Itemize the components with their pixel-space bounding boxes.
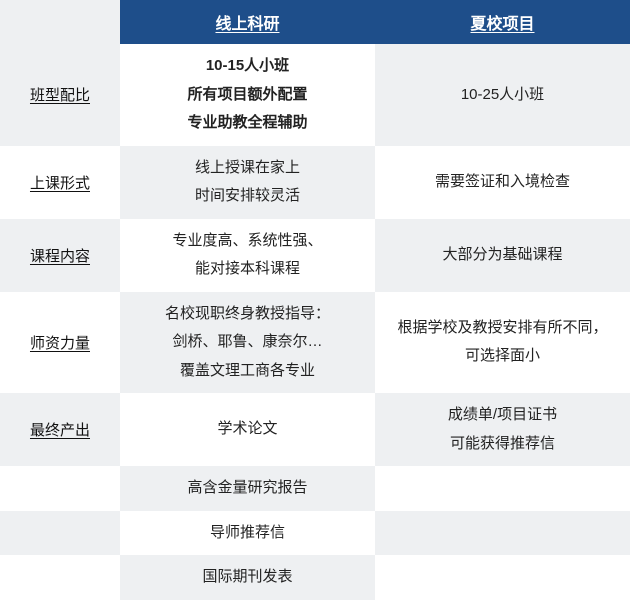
cell-text: 覆盖文理工商各专业 <box>124 357 371 386</box>
row-label: 最终产出 <box>0 393 120 466</box>
header-col-a: 线上科研 <box>120 0 375 44</box>
header-col-b: 夏校项目 <box>375 0 630 44</box>
cell-text: 10-15人小班 <box>124 52 371 81</box>
cell-col-b: 10-25人小班 <box>375 44 630 146</box>
row-label: 师资力量 <box>0 292 120 394</box>
table-row: 高含金量研究报告 <box>0 466 630 511</box>
cell-col-a: 10-15人小班所有项目额外配置专业助教全程辅助 <box>120 44 375 146</box>
row-label: 课程内容 <box>0 219 120 292</box>
cell-text: 根据学校及教授安排有所不同， <box>379 314 626 343</box>
row-label: 班型配比 <box>0 44 120 146</box>
table-row: 导师推荐信 <box>0 511 630 556</box>
cell-col-a: 国际期刊发表 <box>120 555 375 600</box>
table-row: 师资力量名校现职终身教授指导：剑桥、耶鲁、康奈尔…覆盖文理工商各专业根据学校及教… <box>0 292 630 394</box>
cell-text: 可能获得推荐信 <box>379 430 626 459</box>
header-corner <box>0 0 120 44</box>
cell-text: 高含金量研究报告 <box>124 474 371 503</box>
cell-col-a: 导师推荐信 <box>120 511 375 556</box>
cell-col-b: 大部分为基础课程 <box>375 219 630 292</box>
cell-text: 名校现职终身教授指导： <box>124 300 371 329</box>
cell-text: 成绩单/项目证书 <box>379 401 626 430</box>
row-label: 上课形式 <box>0 146 120 219</box>
cell-text: 专业助教全程辅助 <box>124 109 371 138</box>
cell-col-a: 高含金量研究报告 <box>120 466 375 511</box>
table-row: 课程内容专业度高、系统性强、能对接本科课程大部分为基础课程 <box>0 219 630 292</box>
cell-col-a: 专业度高、系统性强、能对接本科课程 <box>120 219 375 292</box>
cell-text: 学术论文 <box>124 415 371 444</box>
cell-col-b: 成绩单/项目证书可能获得推荐信 <box>375 393 630 466</box>
table-row: 最终产出学术论文成绩单/项目证书可能获得推荐信 <box>0 393 630 466</box>
table-header-row: 线上科研 夏校项目 <box>0 0 630 44</box>
cell-text: 大部分为基础课程 <box>379 241 626 270</box>
cell-col-b <box>375 511 630 556</box>
cell-col-b: 根据学校及教授安排有所不同，可选择面小 <box>375 292 630 394</box>
cell-text: 专业度高、系统性强、 <box>124 227 371 256</box>
cell-text: 国际期刊发表 <box>124 563 371 592</box>
cell-col-b <box>375 466 630 511</box>
row-label <box>0 511 120 556</box>
cell-col-b: 需要签证和入境检查 <box>375 146 630 219</box>
cell-col-a: 名校现职终身教授指导：剑桥、耶鲁、康奈尔…覆盖文理工商各专业 <box>120 292 375 394</box>
cell-text: 导师推荐信 <box>124 519 371 548</box>
cell-text: 可选择面小 <box>379 342 626 371</box>
cell-text: 10-25人小班 <box>379 81 626 110</box>
row-label <box>0 555 120 600</box>
cell-col-a: 学术论文 <box>120 393 375 466</box>
cell-col-a: 线上授课在家上时间安排较灵活 <box>120 146 375 219</box>
cell-text: 线上授课在家上 <box>124 154 371 183</box>
cell-text: 能对接本科课程 <box>124 255 371 284</box>
cell-text: 所有项目额外配置 <box>124 81 371 110</box>
row-label <box>0 466 120 511</box>
cell-text: 剑桥、耶鲁、康奈尔… <box>124 328 371 357</box>
cell-text: 时间安排较灵活 <box>124 182 371 211</box>
table-row: 上课形式线上授课在家上时间安排较灵活需要签证和入境检查 <box>0 146 630 219</box>
table-row: 国际期刊发表 <box>0 555 630 600</box>
cell-col-b <box>375 555 630 600</box>
comparison-table: 线上科研 夏校项目 班型配比10-15人小班所有项目额外配置专业助教全程辅助10… <box>0 0 630 600</box>
table-row: 班型配比10-15人小班所有项目额外配置专业助教全程辅助10-25人小班 <box>0 44 630 146</box>
cell-text: 需要签证和入境检查 <box>379 168 626 197</box>
